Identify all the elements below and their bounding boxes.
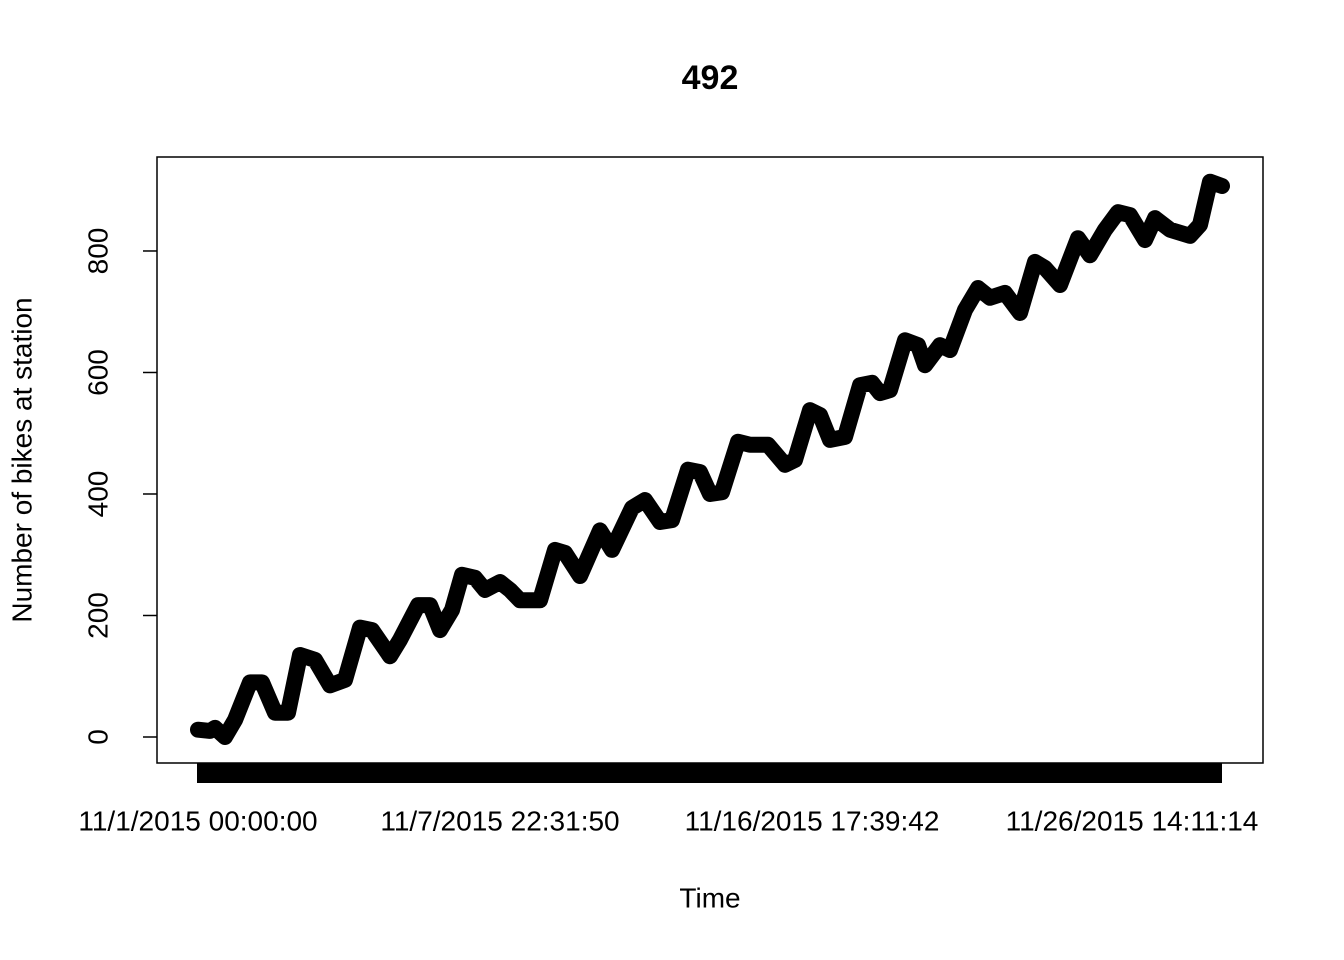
x-tick-label: 11/26/2015 14:11:14: [1006, 805, 1259, 836]
y-tick-label: 400: [82, 471, 113, 518]
y-tick-label: 0: [82, 729, 113, 745]
x-tick-label: 11/7/2015 22:31:50: [380, 805, 619, 836]
x-tick-label: 11/16/2015 17:39:42: [685, 805, 940, 836]
data-line: [190, 173, 1230, 745]
x-tick-label: 11/1/2015 00:00:00: [78, 805, 317, 836]
y-axis-label: Number of bikes at station: [6, 297, 37, 622]
y-tick-label: 200: [82, 592, 113, 639]
x-axis-ticks-band: [198, 763, 1222, 783]
x-axis-label: Time: [679, 882, 740, 913]
y-tick-label: 600: [82, 349, 113, 396]
chart-title: 492: [682, 59, 739, 97]
y-tick-label: 800: [82, 228, 113, 275]
